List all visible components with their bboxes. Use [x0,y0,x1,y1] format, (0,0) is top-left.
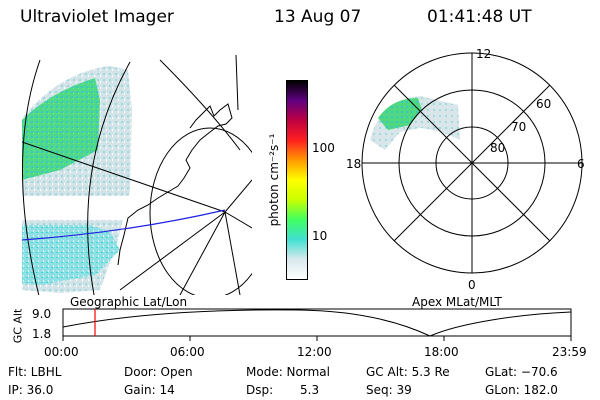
geographic-label: Geographic Lat/Lon [70,295,188,309]
date-label: 13 Aug 07 [274,7,362,27]
polar-mlt-0: 0 [468,278,476,292]
polar-mlt-18: 18 [346,157,362,171]
footer-gcalt: GC Alt: 5.3 Re [366,365,450,379]
polar-mlt-6: 6 [577,157,585,171]
footer-glat: GLat: −70.6 [485,365,558,379]
xtick-0000: 00:00 [44,345,79,359]
colorbar-tick-100: 100 [312,141,335,155]
instrument-title: Ultraviolet Imager [20,7,174,27]
colorbar-tick-10: 10 [312,229,328,243]
xtick-1200: 12:00 [297,345,332,359]
time-label: 01:41:48 UT [427,7,532,27]
footer-flt: Flt: LBHL [8,365,62,379]
polar-mlt-12: 12 [476,47,492,61]
xtick-2359: 23:59 [552,345,587,359]
footer-seq: Seq: 39 [366,383,412,397]
polar-lat-60: 60 [536,97,552,111]
footer-ip: IP: 36.0 [8,383,54,397]
polar-lat-70: 70 [511,120,527,134]
altitude-ytick-low: 1.8 [32,327,52,341]
xtick-0600: 06:00 [170,345,205,359]
footer-gain: Gain: 14 [124,383,175,397]
footer-dsp-label: Dsp: [246,383,274,397]
footer-mode: Mode: Normal [246,365,330,379]
footer-door: Door: Open [124,365,193,379]
footer-glon: GLon: 182.0 [485,383,558,397]
colorbar [286,80,308,280]
xtick-1800: 18:00 [424,345,459,359]
apex-label: Apex MLat/MLT [412,295,502,309]
footer-dsp-value: 5.3 [300,383,320,397]
altitude-ytick-high: 9.0 [32,307,52,321]
polar-lat-80: 80 [490,141,506,155]
